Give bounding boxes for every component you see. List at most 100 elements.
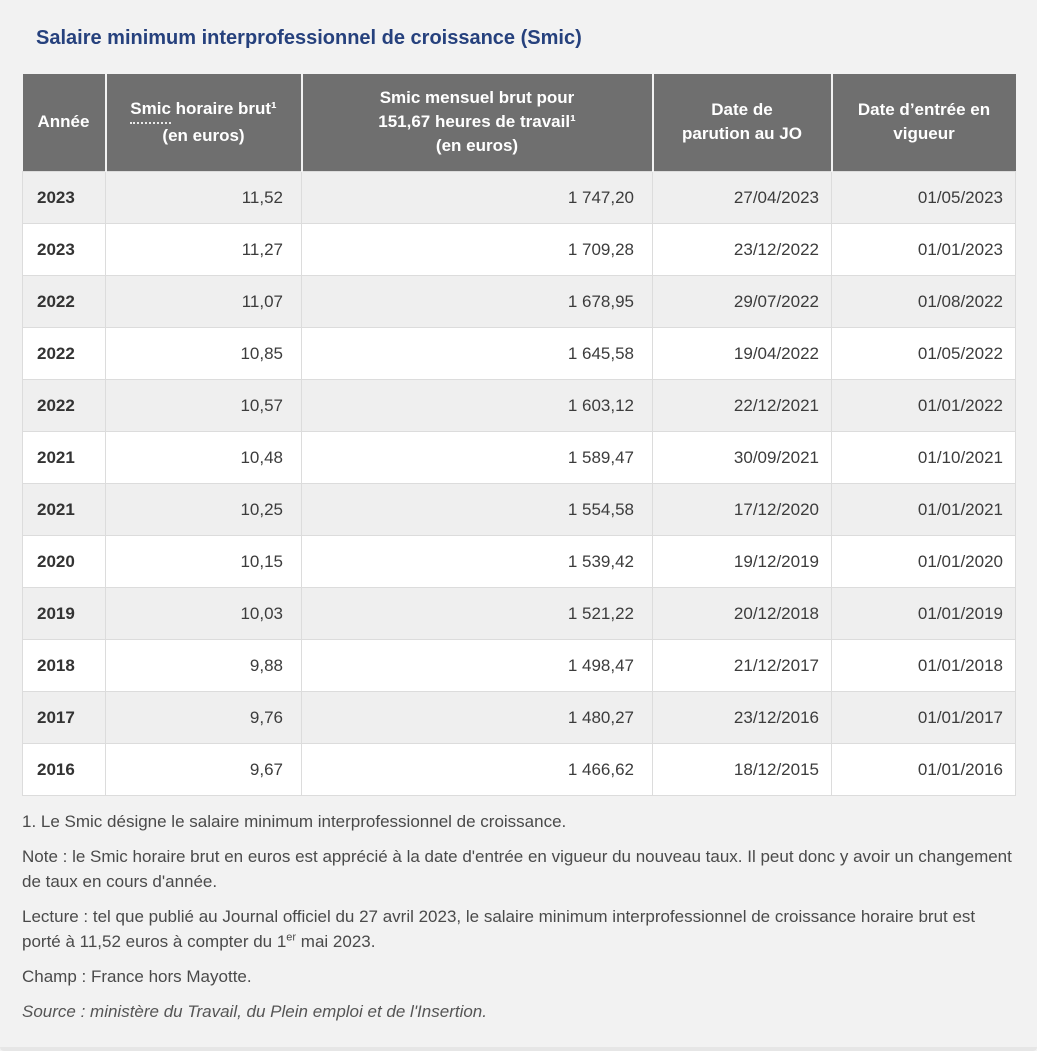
cell-smic-mensuel: 1 539,42 <box>301 534 653 588</box>
header-smic-mensuel: Smic mensuel brut pour 151,67 heures de … <box>300 74 653 171</box>
cell-smic-mensuel: 1 466,62 <box>301 742 653 796</box>
table-row: 2023 11,52 1 747,20 27/04/2023 01/05/202… <box>22 170 1016 224</box>
cell-date-vigueur: 01/05/2022 <box>831 326 1016 380</box>
cell-smic-horaire: 9,88 <box>105 638 302 692</box>
cell-date-vigueur: 01/01/2018 <box>831 638 1016 692</box>
table-header: Année Smic horaire brut¹ (en euros) Smic… <box>22 74 1016 171</box>
header-date-parution-line1: Date de <box>711 100 773 120</box>
page-title: Salaire minimum interprofessionnel de cr… <box>36 27 582 49</box>
header-row: Année Smic horaire brut¹ (en euros) Smic… <box>22 74 1016 171</box>
cell-smic-horaire: 10,15 <box>105 534 302 588</box>
cell-smic-mensuel: 1 645,58 <box>301 326 653 380</box>
header-smic-mensuel-line1: Smic mensuel brut pour <box>379 88 575 108</box>
cell-annee: 2021 <box>22 482 106 536</box>
cell-smic-horaire: 10,25 <box>105 482 302 536</box>
cell-annee: 2022 <box>22 274 106 328</box>
cell-smic-mensuel: 1 589,47 <box>301 430 653 484</box>
lecture-sup: er <box>286 930 297 943</box>
header-date-vigueur-line1: Date d’entrée en <box>857 100 991 120</box>
card-bottom-edge <box>0 1047 1037 1051</box>
table-row: 2022 11,07 1 678,95 29/07/2022 01/08/202… <box>22 274 1016 328</box>
cell-smic-horaire: 11,27 <box>105 222 302 276</box>
table-row: 2021 10,48 1 589,47 30/09/2021 01/10/202… <box>22 430 1016 484</box>
cell-date-vigueur: 01/01/2020 <box>831 534 1016 588</box>
cell-date-vigueur: 01/01/2021 <box>831 482 1016 536</box>
table-row: 2017 9,76 1 480,27 23/12/2016 01/01/2017 <box>22 690 1016 744</box>
header-date-parution-line2: parution au JO <box>682 124 802 144</box>
header-date-vigueur: Date d’entrée en vigueur <box>830 74 1016 171</box>
cell-date-parution: 20/12/2018 <box>652 586 832 640</box>
cell-annee: 2020 <box>22 534 106 588</box>
table-row: 2016 9,67 1 466,62 18/12/2015 01/01/2016 <box>22 742 1016 796</box>
footnote-1: 1. Le Smic désigne le salaire minimum in… <box>22 811 567 831</box>
header-smic-horaire-rest: horaire brut¹ <box>170 98 277 118</box>
header-date-parution: Date de parution au JO <box>651 74 832 171</box>
cell-smic-mensuel: 1 521,22 <box>301 586 653 640</box>
cell-smic-mensuel: 1 498,47 <box>301 638 653 692</box>
cell-date-vigueur: 01/10/2021 <box>831 430 1016 484</box>
cell-date-parution: 18/12/2015 <box>652 742 832 796</box>
cell-annee: 2023 <box>22 222 106 276</box>
cell-annee: 2019 <box>22 586 106 640</box>
cell-smic-mensuel: 1 709,28 <box>301 222 653 276</box>
cell-annee: 2017 <box>22 690 106 744</box>
header-date-vigueur-line2: vigueur <box>893 124 955 144</box>
cell-annee: 2022 <box>22 326 106 380</box>
smic-table-body: 2023 11,52 1 747,20 27/04/2023 01/05/202… <box>22 170 1016 796</box>
cell-annee: 2021 <box>22 430 106 484</box>
cell-annee: 2023 <box>22 170 106 224</box>
cell-date-parution: 29/07/2022 <box>652 274 832 328</box>
table-row: 2022 10,57 1 603,12 22/12/2021 01/01/202… <box>22 378 1016 432</box>
cell-smic-horaire: 10,03 <box>105 586 302 640</box>
cell-date-parution: 23/12/2016 <box>652 690 832 744</box>
cell-date-vigueur: 01/01/2016 <box>831 742 1016 796</box>
cell-date-vigueur: 01/01/2017 <box>831 690 1016 744</box>
cell-date-parution: 22/12/2021 <box>652 378 832 432</box>
smic-table: Année Smic horaire brut¹ (en euros) Smic… <box>22 74 1016 796</box>
cell-smic-horaire: 11,07 <box>105 274 302 328</box>
cell-smic-horaire: 9,67 <box>105 742 302 796</box>
cell-date-parution: 23/12/2022 <box>652 222 832 276</box>
table-row: 2020 10,15 1 539,42 19/12/2019 01/01/202… <box>22 534 1016 588</box>
header-smic-horaire-line1: Smic horaire brut¹ <box>115 97 293 124</box>
header-smic-mensuel-line2: 151,67 heures de travail¹ <box>378 112 576 132</box>
cell-smic-mensuel: 1 480,27 <box>301 690 653 744</box>
cell-date-parution: 30/09/2021 <box>652 430 832 484</box>
cell-date-parution: 27/04/2023 <box>652 170 832 224</box>
cell-date-parution: 19/04/2022 <box>652 326 832 380</box>
table-notes: 1. Le Smic désigne le salaire minimum in… <box>22 809 1015 1024</box>
cell-annee: 2018 <box>22 638 106 692</box>
table-row: 2021 10,25 1 554,58 17/12/2020 01/01/202… <box>22 482 1016 536</box>
note-paragraph: Note : le Smic horaire brut en euros est… <box>22 846 1012 891</box>
cell-smic-mensuel: 1 747,20 <box>301 170 653 224</box>
smic-abbr-tooltip[interactable]: Smic <box>130 97 171 124</box>
cell-smic-horaire: 11,52 <box>105 170 302 224</box>
cell-date-parution: 21/12/2017 <box>652 638 832 692</box>
lecture-paragraph: Lecture : tel que publié au Journal offi… <box>22 904 1015 954</box>
lecture-before: Lecture : tel que publié au Journal offi… <box>22 906 976 951</box>
cell-date-vigueur: 01/05/2023 <box>831 170 1016 224</box>
cell-smic-mensuel: 1 678,95 <box>301 274 653 328</box>
cell-annee: 2022 <box>22 378 106 432</box>
cell-date-vigueur: 01/08/2022 <box>831 274 1016 328</box>
cell-date-vigueur: 01/01/2019 <box>831 586 1016 640</box>
cell-smic-horaire: 10,57 <box>105 378 302 432</box>
header-annee: Année <box>22 74 106 171</box>
cell-date-parution: 17/12/2020 <box>652 482 832 536</box>
table-row: 2023 11,27 1 709,28 23/12/2022 01/01/202… <box>22 222 1016 276</box>
header-smic-mensuel-line3: (en euros) <box>435 136 519 156</box>
lecture-after: mai 2023. <box>296 931 376 951</box>
cell-date-vigueur: 01/01/2022 <box>831 378 1016 432</box>
cell-smic-horaire: 9,76 <box>105 690 302 744</box>
cell-date-vigueur: 01/01/2023 <box>831 222 1016 276</box>
header-smic-horaire: Smic horaire brut¹ (en euros) <box>104 74 302 171</box>
cell-date-parution: 19/12/2019 <box>652 534 832 588</box>
cell-smic-horaire: 10,85 <box>105 326 302 380</box>
source-paragraph: Source : ministère du Travail, du Plein … <box>22 1001 487 1021</box>
table-row: 2022 10,85 1 645,58 19/04/2022 01/05/202… <box>22 326 1016 380</box>
table-row: 2018 9,88 1 498,47 21/12/2017 01/01/2018 <box>22 638 1016 692</box>
header-smic-horaire-line2: (en euros) <box>162 125 245 145</box>
cell-smic-mensuel: 1 603,12 <box>301 378 653 432</box>
table-row: 2019 10,03 1 521,22 20/12/2018 01/01/201… <box>22 586 1016 640</box>
header-annee-label: Année <box>37 112 90 132</box>
